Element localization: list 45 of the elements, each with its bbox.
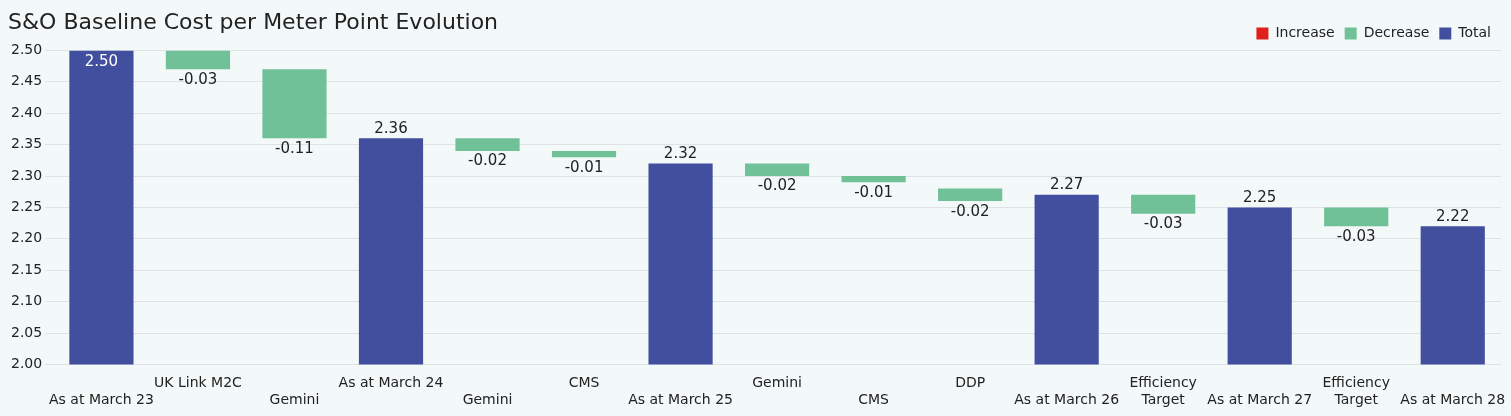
legend-label: Total bbox=[1457, 24, 1492, 41]
x-tick-label: As at March 27 bbox=[1207, 391, 1313, 408]
y-tick-label: 2.30 bbox=[11, 166, 43, 183]
x-tick-label: Efficiency Target bbox=[1322, 374, 1390, 408]
x-tick-label: UK Link M2C bbox=[154, 374, 243, 391]
x-tick-label: Gemini bbox=[269, 391, 320, 408]
chart-title: S&O Baseline Cost per Meter Point Evolution bbox=[8, 8, 499, 34]
y-tick-label: 2.50 bbox=[11, 41, 43, 58]
x-tick-label: DDP bbox=[955, 374, 986, 391]
data-label: 2.27 bbox=[1049, 175, 1084, 194]
y-tick-label: 2.25 bbox=[11, 198, 43, 215]
data-label: -0.11 bbox=[275, 138, 314, 157]
y-tick-label: 2.35 bbox=[11, 135, 43, 152]
y-tick-label: 2.15 bbox=[11, 260, 43, 277]
x-tick-label: As at March 26 bbox=[1014, 391, 1120, 408]
legend-label: Decrease bbox=[1363, 24, 1430, 41]
y-tick-label: 2.05 bbox=[11, 323, 43, 340]
x-tick-label: As at March 24 bbox=[338, 374, 444, 391]
data-label: 2.25 bbox=[1242, 187, 1277, 206]
legend-label: Increase bbox=[1275, 24, 1335, 41]
data-label: 2.50 bbox=[84, 51, 119, 70]
x-tick-label: Gemini bbox=[462, 391, 513, 408]
y-tick-label: 2.00 bbox=[11, 355, 43, 372]
data-label: -0.02 bbox=[950, 201, 990, 220]
data-label: -0.03 bbox=[178, 69, 218, 88]
y-tick-label: 2.45 bbox=[11, 72, 43, 89]
data-label: -0.03 bbox=[1336, 226, 1376, 245]
data-label: -0.02 bbox=[757, 176, 797, 195]
data-label: 2.32 bbox=[663, 143, 698, 162]
data-label: -0.03 bbox=[1143, 214, 1183, 233]
x-tick-label: CMS bbox=[568, 374, 600, 391]
x-tick-label: As at March 28 bbox=[1400, 391, 1506, 408]
x-tick-label: As at March 23 bbox=[49, 391, 154, 408]
x-tick-label: As at March 25 bbox=[628, 391, 733, 408]
y-tick-label: 2.10 bbox=[11, 292, 43, 309]
x-tick-label: Efficiency Target bbox=[1129, 374, 1197, 408]
x-tick-label: CMS bbox=[858, 391, 890, 408]
data-label: 2.36 bbox=[374, 118, 408, 137]
data-label: -0.02 bbox=[468, 151, 507, 170]
y-tick-label: 2.20 bbox=[11, 229, 43, 246]
data-label: -0.01 bbox=[564, 157, 604, 176]
y-tick-label: 2.40 bbox=[11, 103, 43, 120]
data-label: -0.01 bbox=[854, 182, 894, 201]
data-label: 2.22 bbox=[1436, 206, 1470, 225]
x-tick-label: Gemini bbox=[752, 374, 802, 391]
